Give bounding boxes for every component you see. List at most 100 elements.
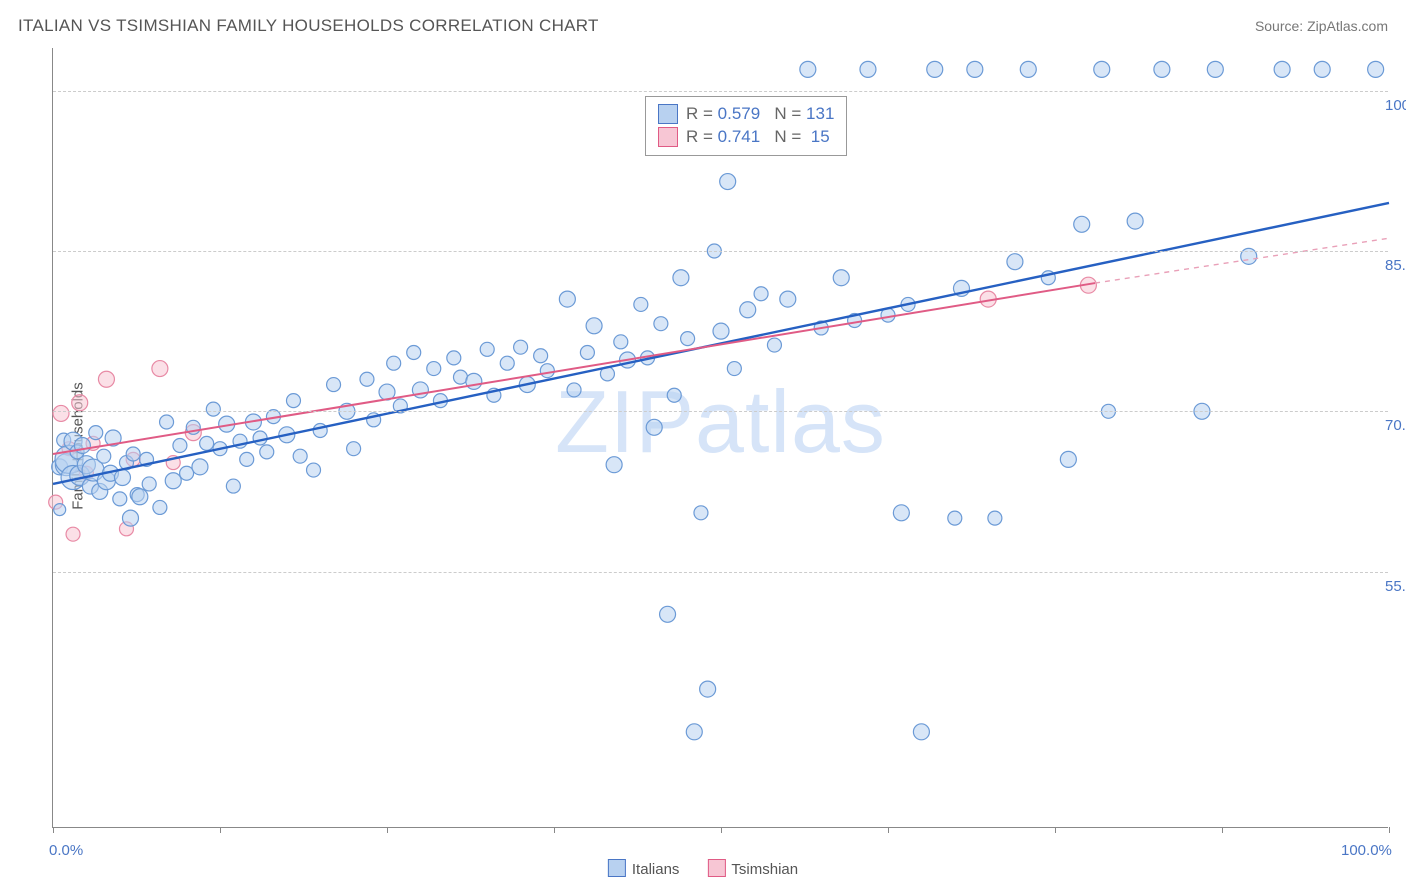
scatter-point xyxy=(988,511,1002,525)
scatter-point xyxy=(1207,61,1223,77)
x-tick-mark xyxy=(554,827,555,833)
scatter-point xyxy=(327,378,341,392)
x-tick-mark xyxy=(220,827,221,833)
y-tick-label: 70.0% xyxy=(1385,417,1406,434)
scatter-point xyxy=(97,449,111,463)
scatter-point xyxy=(500,356,514,370)
chart-svg xyxy=(53,48,1388,827)
gridline-h xyxy=(53,411,1388,412)
trend-line xyxy=(53,283,1095,454)
scatter-point xyxy=(606,457,622,473)
scatter-point xyxy=(740,302,756,318)
scatter-point xyxy=(913,724,929,740)
y-tick-label: 85.0% xyxy=(1385,257,1406,274)
scatter-point xyxy=(1020,61,1036,77)
scatter-point xyxy=(559,291,575,307)
scatter-point xyxy=(1007,254,1023,270)
series-legend-item: Tsimshian xyxy=(707,859,798,878)
scatter-point xyxy=(307,463,321,477)
scatter-point xyxy=(754,287,768,301)
scatter-point xyxy=(681,332,695,346)
scatter-point xyxy=(1368,61,1384,77)
scatter-point xyxy=(98,371,114,387)
scatter-point xyxy=(1314,61,1330,77)
scatter-point xyxy=(893,505,909,521)
scatter-point xyxy=(447,351,461,365)
x-tick-mark xyxy=(721,827,722,833)
scatter-point xyxy=(1274,61,1290,77)
legend-swatch xyxy=(658,104,678,124)
scatter-point xyxy=(514,340,528,354)
scatter-point xyxy=(407,346,421,360)
scatter-point xyxy=(1074,216,1090,232)
scatter-point xyxy=(713,323,729,339)
scatter-point xyxy=(686,724,702,740)
scatter-point xyxy=(132,489,148,505)
scatter-point xyxy=(694,506,708,520)
scatter-point xyxy=(948,511,962,525)
scatter-point xyxy=(860,61,876,77)
scatter-point xyxy=(72,395,88,411)
scatter-point xyxy=(240,452,254,466)
scatter-point xyxy=(654,317,668,331)
scatter-point xyxy=(800,61,816,77)
scatter-point xyxy=(126,447,140,461)
scatter-point xyxy=(200,436,214,450)
x-tick-mark xyxy=(1055,827,1056,833)
scatter-point xyxy=(113,492,127,506)
scatter-point xyxy=(780,291,796,307)
scatter-point xyxy=(114,470,130,486)
scatter-point xyxy=(360,372,374,386)
title-bar: ITALIAN VS TSIMSHIAN FAMILY HOUSEHOLDS C… xyxy=(18,16,1388,36)
scatter-point xyxy=(253,431,267,445)
scatter-point xyxy=(387,356,401,370)
scatter-point xyxy=(89,426,103,440)
scatter-point xyxy=(833,270,849,286)
x-tick-mark xyxy=(1222,827,1223,833)
scatter-point xyxy=(720,174,736,190)
gridline-h xyxy=(53,572,1388,573)
scatter-point xyxy=(226,479,240,493)
x-tick-mark xyxy=(387,827,388,833)
scatter-point xyxy=(286,394,300,408)
scatter-point xyxy=(967,61,983,77)
legend-swatch xyxy=(608,859,626,877)
scatter-point xyxy=(667,388,681,402)
scatter-point xyxy=(53,405,69,421)
scatter-point xyxy=(1127,213,1143,229)
x-tick-mark xyxy=(1389,827,1390,833)
legend-swatch xyxy=(658,127,678,147)
scatter-point xyxy=(165,473,181,489)
gridline-h xyxy=(53,91,1388,92)
scatter-point xyxy=(153,500,167,514)
scatter-point xyxy=(347,442,361,456)
scatter-point xyxy=(927,61,943,77)
chart-title: ITALIAN VS TSIMSHIAN FAMILY HOUSEHOLDS C… xyxy=(18,16,599,36)
scatter-point xyxy=(1094,61,1110,77)
scatter-point xyxy=(727,362,741,376)
legend-row: R = 0.741 N = 15 xyxy=(658,126,834,149)
legend-row: R = 0.579 N = 131 xyxy=(658,103,834,126)
scatter-point xyxy=(173,438,187,452)
scatter-point xyxy=(122,510,138,526)
x-tick-mark xyxy=(888,827,889,833)
scatter-point xyxy=(634,297,648,311)
scatter-point xyxy=(206,402,220,416)
scatter-point xyxy=(660,606,676,622)
scatter-point xyxy=(192,459,208,475)
scatter-point xyxy=(586,318,602,334)
scatter-point xyxy=(1060,451,1076,467)
scatter-point xyxy=(540,364,554,378)
scatter-point xyxy=(293,449,307,463)
scatter-point xyxy=(466,373,482,389)
scatter-point xyxy=(534,349,548,363)
scatter-point xyxy=(54,504,66,516)
source-label: Source: ZipAtlas.com xyxy=(1255,18,1388,34)
scatter-point xyxy=(260,445,274,459)
gridline-h xyxy=(53,251,1388,252)
plot-area: ZIPatlas R = 0.579 N = 131R = 0.741 N = … xyxy=(52,48,1388,828)
scatter-point xyxy=(767,338,781,352)
x-tick-mark xyxy=(53,827,54,833)
scatter-point xyxy=(160,415,174,429)
scatter-point xyxy=(700,681,716,697)
